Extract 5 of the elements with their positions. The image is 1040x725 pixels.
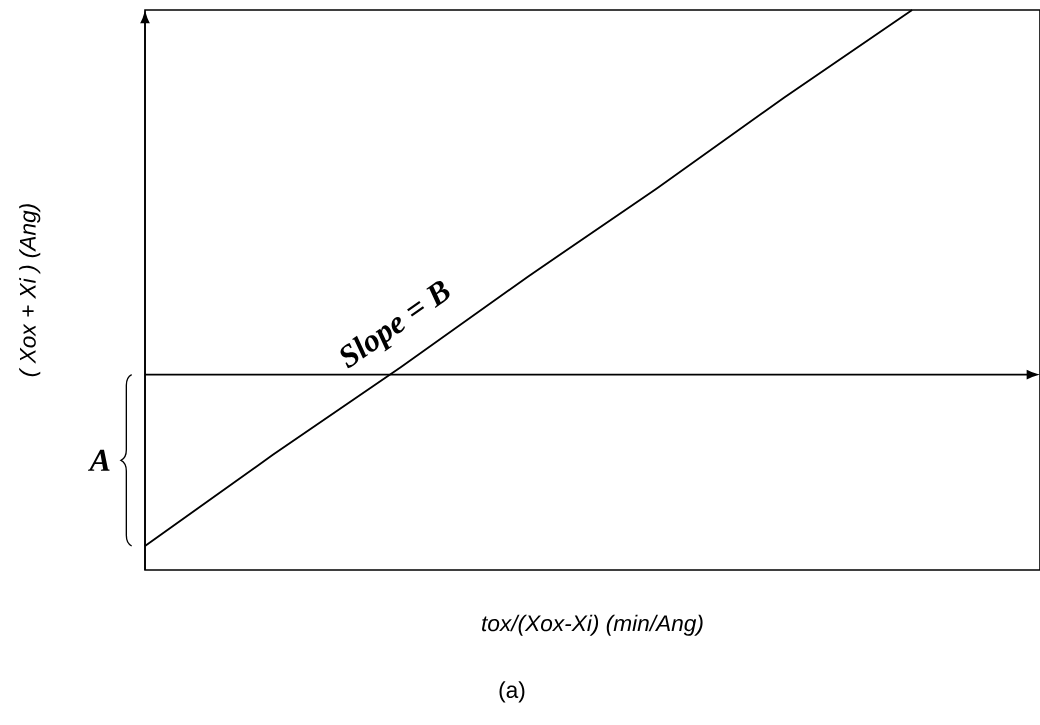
y-axis-title: ( Xox + Xi ) (Ang)	[19, 204, 41, 377]
x-axis-title: tox/(Xox-Xi) (min/Ang)	[482, 614, 703, 636]
text: (a)	[499, 681, 525, 703]
annotation: Slope = B	[340, 281, 450, 369]
text: A	[87, 449, 110, 471]
